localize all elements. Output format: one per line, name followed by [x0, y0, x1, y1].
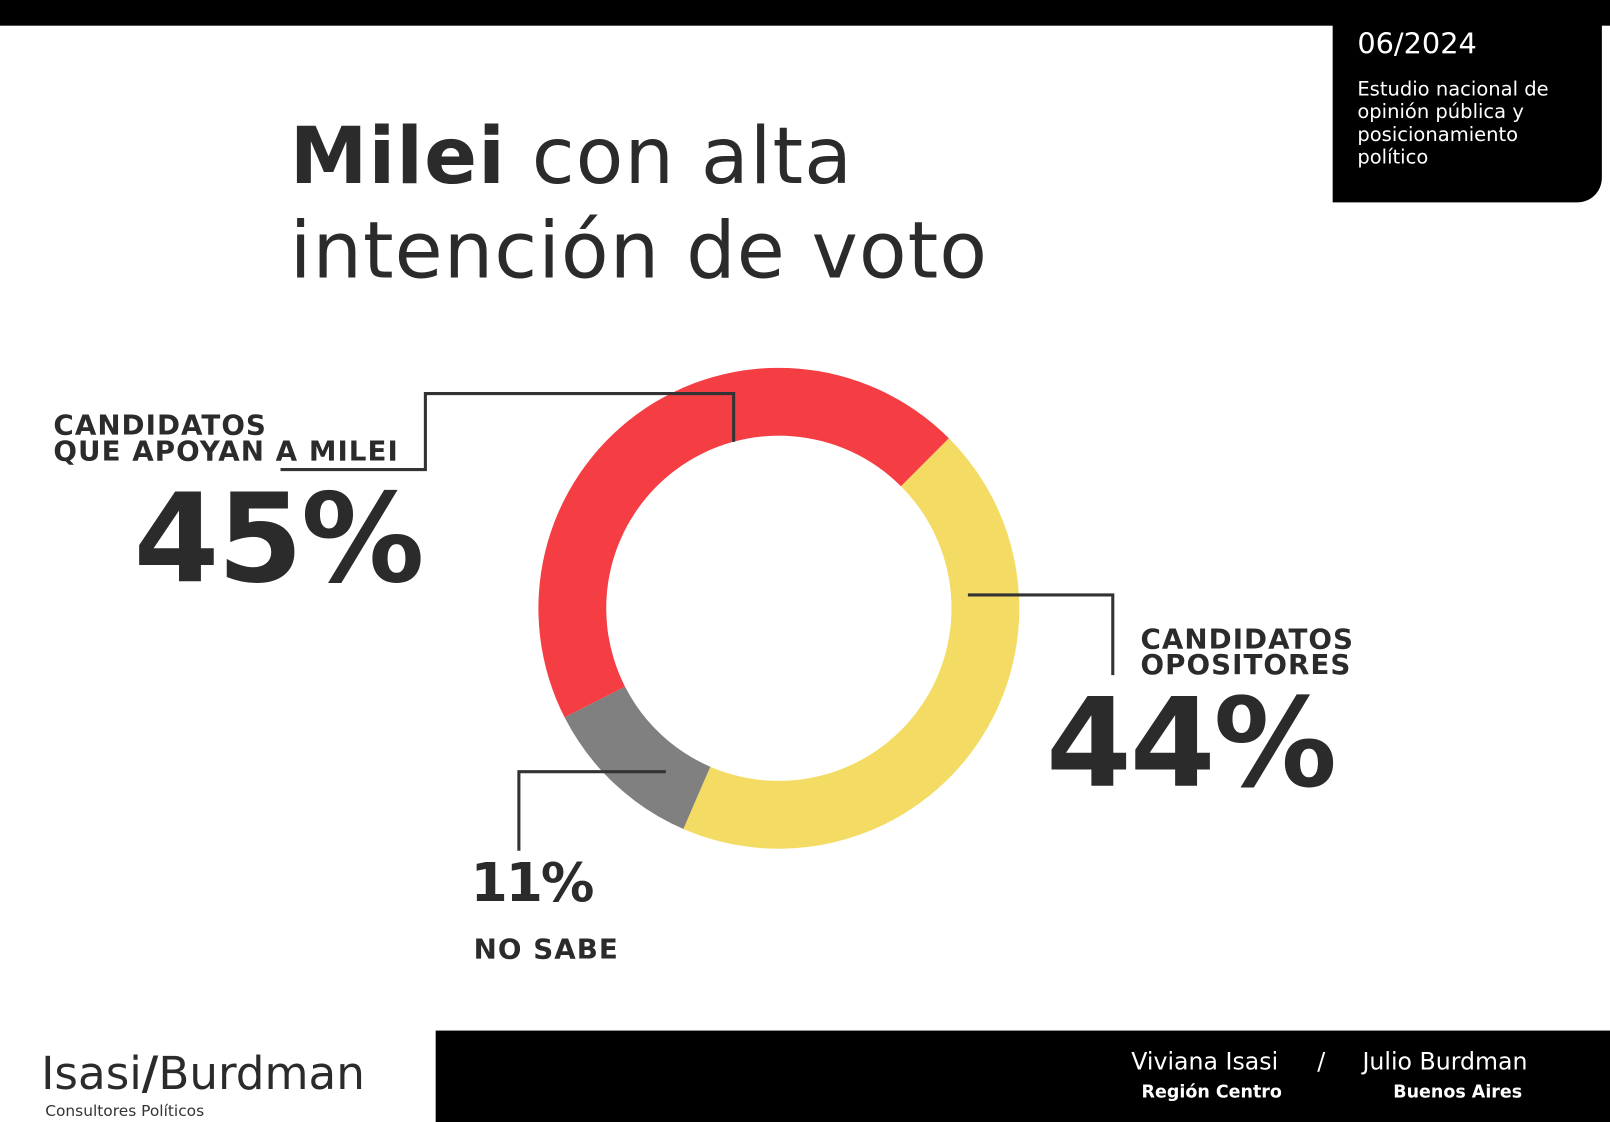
value-milei: 45% — [133, 468, 425, 612]
title-rest: con alta — [505, 109, 853, 202]
study-date: 06/2024 — [1357, 26, 1477, 61]
leader-line-nosabe — [517, 770, 666, 851]
donut-segment-opositores — [683, 438, 1020, 849]
label-milei-line1: CANDIDATOS — [53, 409, 267, 442]
donut-segment-nosabe — [564, 686, 711, 829]
page-title: Milei con alta intención de voto — [290, 109, 988, 298]
label-opos-line1: CANDIDATOS — [1140, 623, 1355, 656]
leader-line-opositores — [967, 593, 1115, 676]
value-nosabe: 11% — [470, 852, 595, 915]
study-badge: 06/2024 Estudio nacional de opinión públ… — [1332, 0, 1602, 203]
logo-right: Burdman — [158, 1048, 365, 1101]
footer-separator: / — [1317, 1049, 1326, 1076]
person1-region: Región Centro — [1141, 1081, 1282, 1103]
label-nosabe: NO SABE — [473, 933, 619, 966]
label-milei-line2: QUE APOYAN A MILEI — [53, 435, 399, 468]
donut-segment-milei — [538, 367, 949, 718]
logo-subtitle: Consultores Políticos — [45, 1101, 205, 1120]
person2-name: Julio Burdman — [1362, 1049, 1528, 1076]
logo-left: Isasi — [41, 1048, 142, 1101]
person2-region: Buenos Aires — [1393, 1081, 1523, 1103]
person1-name: Viviana Isasi — [1131, 1049, 1279, 1076]
study-description: Estudio nacional de opinión pública y po… — [1357, 78, 1549, 169]
logo: Isasi/Burdman — [41, 1048, 365, 1100]
label-milei: CANDIDATOS QUE APOYAN A MILEI — [53, 409, 398, 465]
label-opositores: CANDIDATOS OPOSITORES — [1140, 623, 1355, 682]
label-opos-line2: OPOSITORES — [1140, 649, 1352, 682]
logo-slash: / — [141, 1048, 159, 1101]
leader-line-milei — [280, 391, 736, 472]
title-bold: Milei — [289, 109, 506, 202]
title-line2: intención de voto — [289, 204, 989, 296]
value-opositores: 44% — [1045, 673, 1337, 816]
footer-bar: Viviana Isasi Región Centro / Julio Burd… — [435, 1030, 1610, 1122]
